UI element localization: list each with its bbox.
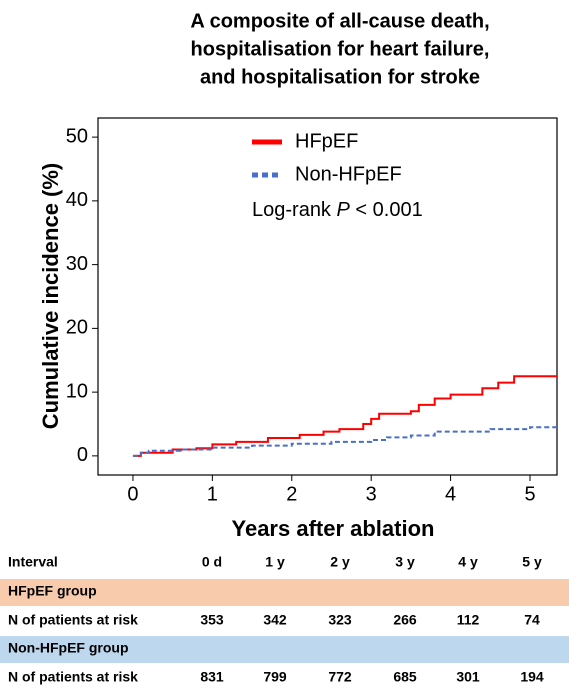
- y-tick-label: 20: [66, 317, 88, 339]
- legend-label: Non-HFpEF: [295, 163, 402, 185]
- row-label: N of patients at risk: [8, 612, 138, 628]
- table-cell: 342: [263, 612, 287, 628]
- y-tick-label: 0: [77, 444, 88, 466]
- series-line: [132, 375, 557, 457]
- x-tick-label: 2: [286, 483, 297, 505]
- table-header: Interval: [8, 554, 58, 570]
- table-cell: 323: [328, 612, 352, 628]
- table-cell: 772: [328, 669, 352, 685]
- chart-title: and hospitalisation for stroke: [200, 66, 480, 88]
- group-name: Non-HFpEF group: [8, 640, 129, 656]
- table-cell: 74: [524, 612, 540, 628]
- table-cell: 194: [520, 669, 544, 685]
- table-cell: 266: [393, 612, 417, 628]
- y-tick-label: 50: [66, 125, 88, 147]
- annotation: Log-rank P < 0.001: [252, 199, 423, 221]
- chart-title: hospitalisation for heart failure,: [191, 38, 490, 60]
- table-cell: 301: [456, 669, 480, 685]
- annotation-italic: P: [337, 199, 351, 221]
- group-band: [0, 579, 569, 606]
- table-header: 4 y: [458, 554, 478, 570]
- group-name: HFpEF group: [8, 583, 97, 599]
- y-tick-label: 40: [66, 189, 88, 211]
- legend-label: HFpEF: [295, 130, 358, 152]
- table-cell: 112: [457, 612, 480, 628]
- chart-title: A composite of all-cause death,: [190, 10, 489, 32]
- table-header: 0 d: [202, 554, 222, 570]
- y-tick-label: 10: [66, 380, 88, 402]
- y-tick-label: 30: [66, 253, 88, 275]
- x-tick-label: 0: [127, 483, 138, 505]
- table-cell: 831: [200, 669, 224, 685]
- plot-frame: [97, 117, 558, 476]
- table-header: 2 y: [330, 554, 350, 570]
- x-axis-label: Years after ablation: [232, 516, 435, 541]
- group-band: [0, 636, 569, 663]
- x-tick-label: 1: [207, 483, 218, 505]
- x-tick-label: 3: [366, 483, 377, 505]
- table-cell: 353: [200, 612, 224, 628]
- table-header: 1 y: [265, 554, 285, 570]
- annotation-rest: < 0.001: [355, 199, 422, 221]
- x-tick-label: 5: [524, 483, 535, 505]
- annotation-text: Log-rank: [252, 199, 332, 221]
- table-header: 5 y: [522, 554, 542, 570]
- series-line: [132, 426, 557, 457]
- y-axis-label: Cumulative incidence (%): [38, 163, 63, 430]
- table-cell: 799: [263, 669, 287, 685]
- table-header: 3 y: [395, 554, 415, 570]
- x-tick-label: 4: [445, 483, 456, 505]
- table-cell: 685: [393, 669, 417, 685]
- row-label: N of patients at risk: [8, 669, 138, 685]
